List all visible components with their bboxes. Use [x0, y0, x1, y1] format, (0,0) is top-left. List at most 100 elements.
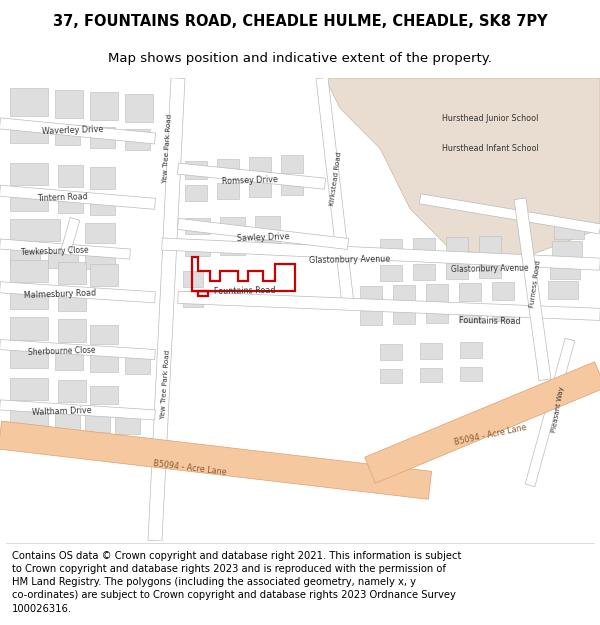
Polygon shape [316, 78, 354, 305]
Bar [10, 378, 48, 400]
Bar [55, 126, 80, 146]
Bar [492, 282, 514, 301]
Polygon shape [0, 282, 155, 303]
Bar [90, 167, 115, 189]
Bar [548, 281, 578, 299]
Bar [58, 195, 83, 213]
Polygon shape [0, 185, 155, 209]
Bar [58, 164, 83, 187]
Polygon shape [0, 421, 431, 499]
Text: B5094 - Acre Lane: B5094 - Acre Lane [153, 459, 227, 477]
Bar [183, 271, 203, 288]
Text: Pleasant Way: Pleasant Way [551, 386, 565, 434]
Bar [10, 88, 48, 116]
Polygon shape [365, 362, 600, 483]
Bar [479, 236, 501, 254]
Polygon shape [178, 218, 349, 249]
Polygon shape [419, 194, 600, 234]
Bar [125, 356, 150, 374]
Polygon shape [178, 163, 326, 189]
Bar [249, 181, 271, 197]
Bar [380, 369, 402, 382]
Bar [10, 162, 48, 185]
Bar [459, 306, 481, 322]
Bar [58, 293, 86, 311]
Bar [220, 241, 245, 255]
Bar [185, 185, 207, 201]
Text: Contains OS data © Crown copyright and database right 2021. This information is : Contains OS data © Crown copyright and d… [12, 551, 461, 614]
Bar [10, 410, 48, 428]
Bar [10, 349, 48, 368]
Bar [10, 247, 40, 267]
Bar [249, 156, 271, 174]
Bar [360, 309, 382, 326]
Bar [85, 414, 110, 432]
Bar [420, 342, 442, 359]
Bar [185, 218, 210, 234]
Bar [446, 263, 468, 279]
Bar [426, 284, 448, 302]
Bar [10, 219, 60, 241]
Polygon shape [514, 198, 551, 381]
Text: Furness Road: Furness Road [529, 260, 541, 308]
Bar [10, 318, 48, 339]
Text: Fountains Road: Fountains Road [214, 286, 276, 296]
Text: Tewkesbury Close: Tewkesbury Close [21, 246, 89, 257]
Bar [90, 386, 118, 404]
Bar [58, 380, 86, 402]
Bar [85, 251, 115, 269]
Polygon shape [0, 339, 155, 359]
Bar [220, 217, 245, 233]
Bar [85, 223, 115, 243]
Bar [552, 241, 582, 259]
Text: Malmesbury Road: Malmesbury Road [24, 289, 96, 300]
Bar [393, 308, 415, 324]
Polygon shape [325, 78, 600, 259]
Bar [554, 221, 584, 239]
Bar [90, 127, 115, 148]
Bar [393, 285, 415, 303]
Bar [58, 262, 86, 284]
Text: B5094 - Acre Lane: B5094 - Acre Lane [453, 423, 527, 447]
Text: Kirkstead Road: Kirkstead Road [329, 151, 343, 206]
Bar [426, 308, 448, 324]
Bar [125, 129, 150, 149]
Bar [360, 286, 382, 304]
Bar [255, 216, 280, 232]
Bar [420, 368, 442, 382]
Polygon shape [0, 400, 155, 420]
Polygon shape [525, 338, 575, 487]
Polygon shape [178, 291, 600, 321]
Text: 37, FOUNTAINS ROAD, CHEADLE HULME, CHEADLE, SK8 7PY: 37, FOUNTAINS ROAD, CHEADLE HULME, CHEAD… [53, 14, 547, 29]
Bar [446, 237, 468, 255]
Text: Waltham Drive: Waltham Drive [32, 406, 92, 418]
Text: Sawley Drive: Sawley Drive [236, 232, 289, 243]
Bar [90, 354, 118, 372]
Text: Sherbourne Close: Sherbourne Close [28, 346, 96, 358]
Bar [115, 416, 140, 434]
Polygon shape [0, 118, 155, 144]
Text: Tintern Road: Tintern Road [37, 192, 88, 203]
Bar [479, 262, 501, 278]
Text: Fountains Road: Fountains Road [459, 316, 521, 326]
Text: Yew Tree Park Road: Yew Tree Park Road [160, 350, 170, 419]
Polygon shape [0, 239, 130, 259]
Bar [255, 240, 280, 254]
Bar [90, 264, 118, 286]
Text: Map shows position and indicative extent of the property.: Map shows position and indicative extent… [108, 52, 492, 65]
Bar [48, 250, 78, 268]
Bar [125, 94, 153, 122]
Bar [281, 154, 303, 173]
Bar [217, 182, 239, 199]
Polygon shape [60, 217, 80, 256]
Bar [550, 261, 580, 279]
Text: Yew Tree Park Road: Yew Tree Park Road [161, 114, 172, 183]
Bar [10, 260, 48, 282]
Bar [55, 412, 80, 430]
Text: Hursthead Junior School: Hursthead Junior School [442, 114, 538, 123]
Bar [55, 352, 83, 370]
Bar [90, 326, 118, 344]
Bar [380, 344, 402, 359]
Bar [380, 239, 402, 257]
Bar [183, 291, 203, 308]
